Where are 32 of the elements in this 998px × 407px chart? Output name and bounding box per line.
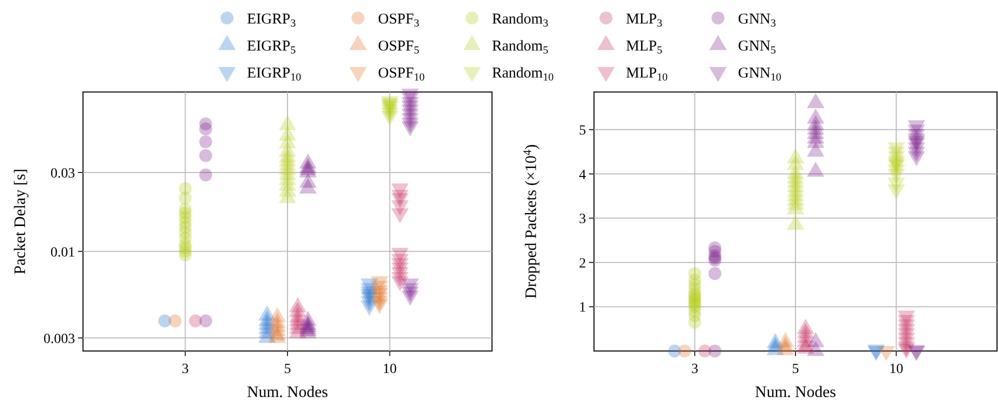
x-tick-label: 3 — [691, 362, 698, 377]
x-tick-label: 10 — [382, 362, 397, 377]
legend-label: EIGRP$_{3}$ — [247, 11, 296, 29]
x-tick-label: 5 — [792, 362, 799, 377]
legend-label: Random$_{3}$ — [492, 11, 548, 29]
legend-label: Random$_{10}$ — [492, 65, 554, 83]
y-tick-label: 2 — [579, 256, 586, 272]
legend-label: GNN$_{10}$ — [738, 65, 782, 83]
legend-label: MLP$_{5}$ — [626, 38, 662, 56]
x-axis-title: Num. Nodes — [247, 384, 328, 401]
y-tick-label: 1 — [579, 300, 586, 316]
legend-label: OSPF$_{3}$ — [378, 11, 420, 29]
legend-label: GNN$_{5}$ — [738, 38, 776, 56]
x-axis-title: Num. Nodes — [755, 384, 836, 401]
legend-label: MLP$_{10}$ — [626, 65, 668, 83]
x-tick-label: 3 — [182, 362, 189, 377]
legend-label: OSPF$_{5}$ — [378, 38, 420, 56]
y-tick-label: 4 — [579, 168, 586, 183]
x-tick-label: 10 — [889, 362, 904, 377]
legend-label: EIGRP$_{5}$ — [247, 38, 296, 56]
legend-label: Random$_{5}$ — [492, 38, 548, 56]
y-tick-label: 5 — [579, 124, 586, 139]
legend-label: OSPF$_{10}$ — [378, 65, 425, 83]
y-tick-label: 0.03 — [50, 166, 75, 182]
legend-label: GNN$_{3}$ — [738, 11, 776, 29]
legend-label: MLP$_{3}$ — [626, 11, 662, 29]
y-tick-label: 3 — [579, 212, 586, 228]
y-tick-label: 0.01 — [50, 245, 75, 260]
y-axis-title: Packet Delay [s] — [12, 168, 29, 274]
x-tick-label: 5 — [284, 362, 291, 377]
y-tick-label: 0.003 — [44, 332, 75, 347]
legend-label: EIGRP$_{10}$ — [247, 65, 302, 83]
